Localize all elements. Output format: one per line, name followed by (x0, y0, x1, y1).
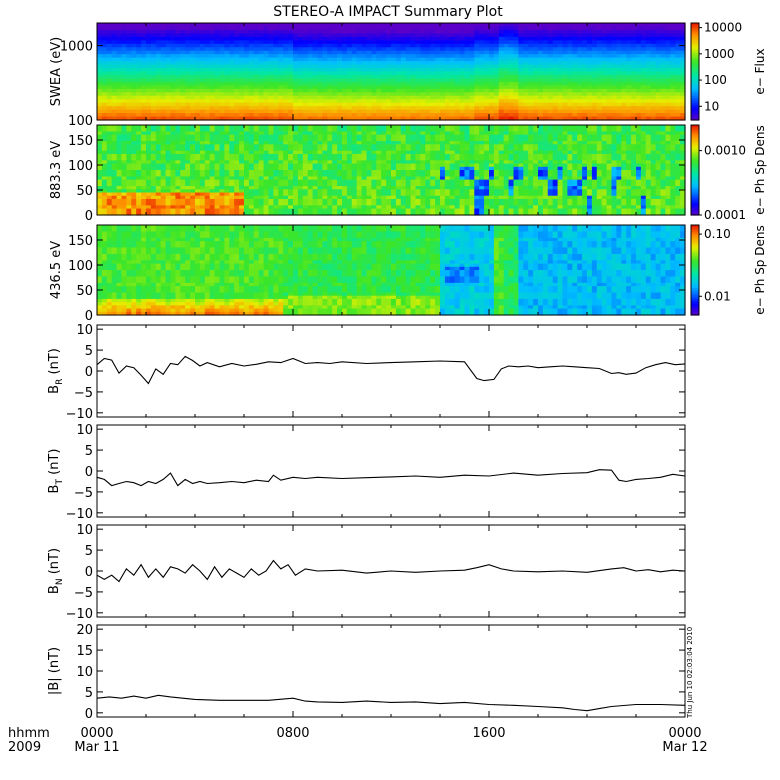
y-tick-label: −10 (66, 407, 93, 422)
colorbar-tick-label: 10 (704, 99, 719, 113)
x-tick-label: 1600 (472, 726, 505, 741)
y-tick-label: −10 (66, 507, 93, 522)
colorbar-pad883: 0.0010 0.0001 e− Ph Sp Dens (690, 124, 767, 222)
y-axis-label: BT (nT) (47, 449, 65, 494)
y-tick-label: 5 (85, 686, 93, 701)
colorbar-label: e− Flux (753, 48, 767, 94)
series-line-bmag (96, 694, 686, 712)
y-axis-label: 883.3 eV (49, 141, 64, 199)
y-tick-label: 0 (85, 209, 93, 224)
y-tick-label: 150 (68, 234, 93, 249)
y-tick-label: 10 (76, 323, 93, 338)
panel-frame (96, 424, 686, 518)
x-tick-date-label: Mar 12 (662, 740, 707, 755)
y-tick-label: 100 (68, 159, 93, 174)
x-tick-date-label: Mar 11 (74, 740, 119, 755)
colorbar-tick-label: 0.0001 (704, 208, 746, 222)
y-tick-label: 50 (76, 184, 93, 199)
y-tick-label: 0 (85, 465, 93, 480)
y-tick-label: 10 (76, 523, 93, 538)
y-tick-label: 5 (85, 544, 93, 559)
y-axis-label: 436.5 eV (49, 241, 64, 299)
y-tick-label: 10 (76, 423, 93, 438)
y-tick-label: −5 (74, 586, 93, 601)
series-line-br (96, 355, 686, 385)
y-tick-label: 0 (85, 565, 93, 580)
y-tick-label: −10 (66, 607, 93, 622)
colorbar-pad436: 0.10 0.01 e− Ph Sp Dens (690, 224, 767, 316)
panel-pad436: 0.10 0.01 e− Ph Sp Dens 0 50 100 150 436.5 eV (49, 224, 767, 324)
y-tick-label: 0 (85, 309, 93, 324)
y-tick-label: 15 (76, 644, 93, 659)
y-tick-label: −5 (74, 386, 93, 401)
panel-frame (96, 624, 686, 718)
y-axis-label: |B| (nT) (47, 647, 62, 695)
panel-pad883: 0.0010 0.0001 e− Ph Sp Dens 0 50 100 150 883.3 … (49, 124, 767, 224)
panel-frame (96, 324, 686, 418)
colorbar-tick-label: 100 (704, 73, 727, 87)
series-line-bn (96, 559, 686, 583)
y-tick-label: 1000 (60, 39, 93, 54)
year-label: 2009 (8, 740, 41, 755)
colorbar-tick-label: 10000 (704, 21, 742, 35)
x-tick-label: 0000 (668, 726, 701, 741)
y-tick-label: 100 (68, 114, 93, 129)
x-tick-label: 0800 (276, 726, 309, 741)
colorbar-label: e− Ph Sp Dens (753, 125, 767, 214)
colorbar-tick-label: 0.01 (704, 289, 731, 303)
y-tick-label: 0 (85, 707, 93, 722)
colorbar-tick-label: 1000 (704, 47, 735, 61)
chart-title: STEREO-A IMPACT Summary Plot (273, 4, 503, 20)
colorbar-tick-label: 0.0010 (704, 144, 746, 158)
y-tick-label: −5 (74, 486, 93, 501)
y-tick-label: 0 (85, 365, 93, 380)
y-tick-label: 50 (76, 284, 93, 299)
colorbar-swea: 10000 1000 100 10 e− Flux (690, 21, 767, 121)
y-tick-label: 5 (85, 344, 93, 359)
series-line-bt (96, 469, 686, 487)
y-tick-label: 150 (68, 134, 93, 149)
y-axis-label: BR (nT) (47, 348, 65, 394)
y-tick-label: 100 (68, 259, 93, 274)
time-unit-label: hhmm (8, 726, 50, 741)
timestamp-stamp: Thu Jun 10 02:03:04 2010 (686, 627, 694, 719)
colorbar-tick-label: 0.10 (704, 227, 731, 241)
y-tick-label: 20 (76, 623, 93, 638)
x-tick-label: 0000 (80, 726, 113, 741)
colorbar-label: e− Ph Sp Dens (753, 225, 767, 314)
y-tick-label: 5 (85, 444, 93, 459)
y-axis-label: SWEA (eV) (49, 37, 64, 106)
y-tick-label: 10 (76, 665, 93, 680)
y-axis-label: BN (nT) (47, 548, 65, 594)
panel-bmag: 20 15 10 5 0 |B| (nT) (47, 623, 686, 722)
